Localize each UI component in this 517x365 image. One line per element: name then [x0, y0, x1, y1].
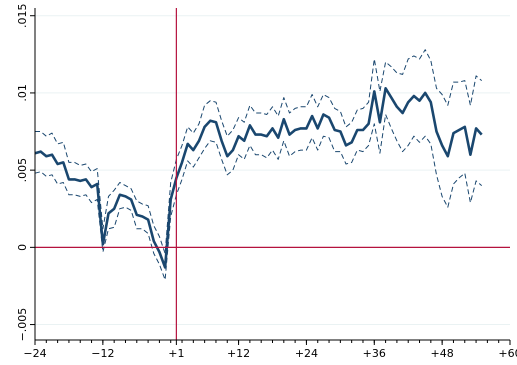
y-tick-label: .005 — [16, 158, 29, 183]
x-tick-label: +1 — [168, 347, 184, 360]
reference-lines — [35, 8, 510, 340]
x-tick-label: +60 — [498, 347, 517, 360]
grid-lines — [35, 15, 510, 326]
y-tick-label: −.005 — [16, 308, 29, 342]
x-tick-label: +48 — [431, 347, 454, 360]
y-axis-ticks: −.005 0 .005 .01 .015 — [16, 3, 35, 341]
x-tick-label: −24 — [23, 347, 46, 360]
x-tick-label: +24 — [295, 347, 318, 360]
estimate-line — [34, 87, 483, 269]
axes — [34, 8, 510, 341]
x-tick-label: +12 — [227, 347, 250, 360]
x-tick-label: −12 — [91, 347, 114, 360]
confidence-band-line — [34, 114, 483, 281]
y-tick-label: .015 — [16, 3, 29, 28]
y-tick-label: .01 — [16, 84, 29, 102]
x-axis-ticks: −24 −12 +1 +12 +24 +36 +48 +60 — [23, 340, 517, 360]
y-tick-label: 0 — [16, 244, 29, 251]
plot-series — [34, 49, 483, 281]
x-tick-label: +36 — [363, 347, 386, 360]
confidence-band-line — [35, 49, 483, 254]
